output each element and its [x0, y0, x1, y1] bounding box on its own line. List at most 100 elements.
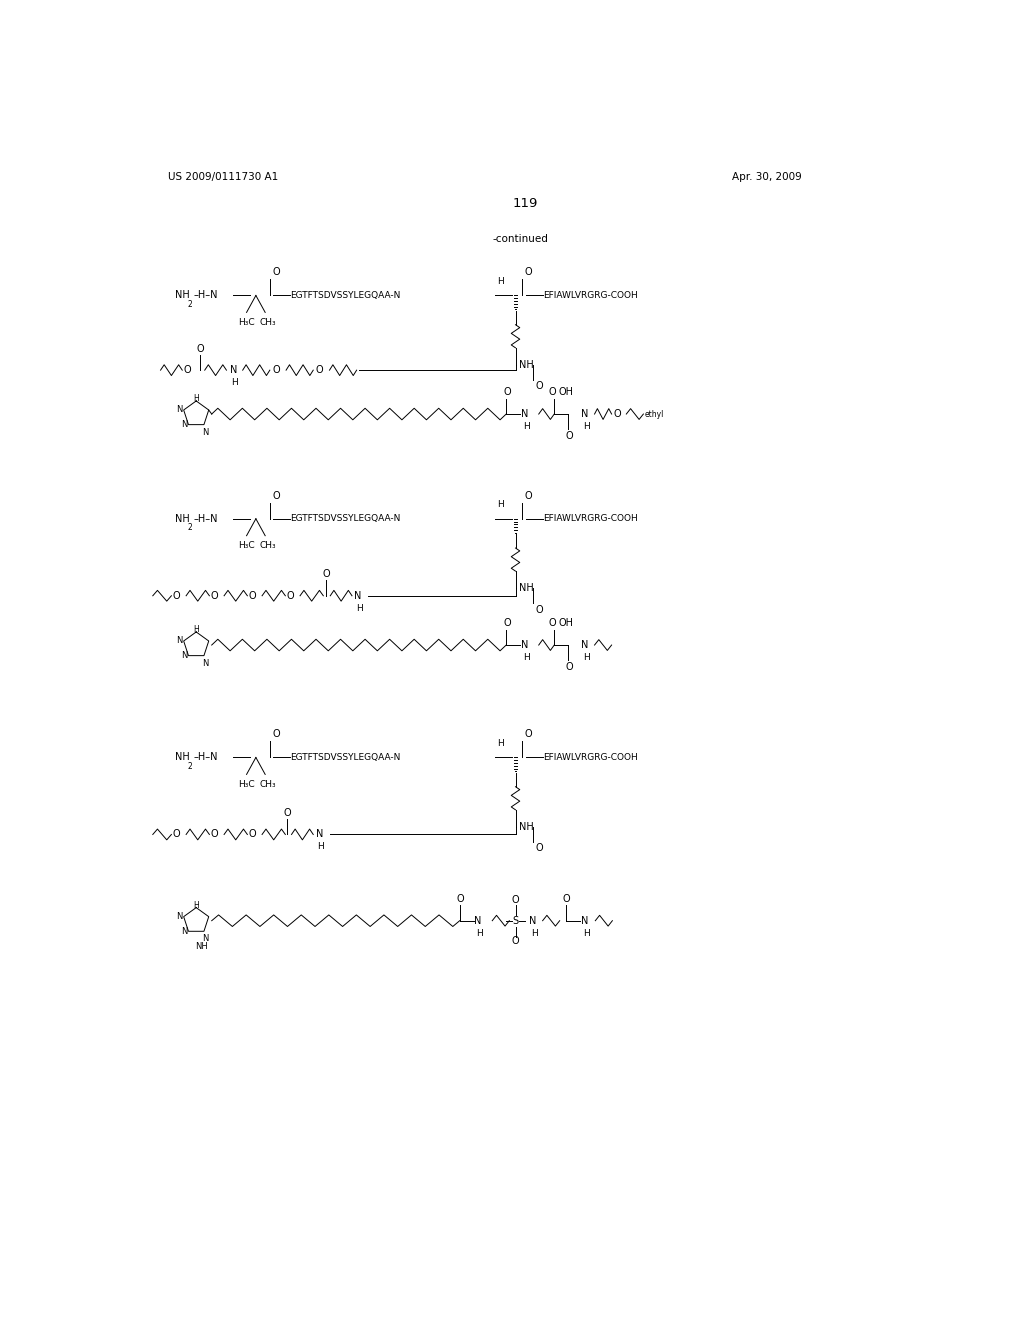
Text: N: N — [203, 659, 209, 668]
Text: H: H — [317, 842, 325, 851]
Text: H: H — [194, 626, 199, 634]
Text: N: N — [229, 366, 237, 375]
Text: H: H — [523, 422, 529, 430]
Text: O: O — [524, 268, 532, 277]
Text: EFIAWLVRGRG-COOH: EFIAWLVRGRG-COOH — [543, 752, 637, 762]
Text: O: O — [183, 366, 191, 375]
Text: NH: NH — [174, 752, 189, 763]
Text: N: N — [203, 935, 209, 944]
Text: NH: NH — [518, 822, 534, 832]
Text: N: N — [354, 591, 361, 601]
Text: EFIAWLVRGRG-COOH: EFIAWLVRGRG-COOH — [543, 290, 637, 300]
Text: N: N — [581, 916, 588, 925]
Text: NH: NH — [174, 513, 189, 524]
Text: 119: 119 — [512, 197, 538, 210]
Text: NH: NH — [518, 583, 534, 593]
Text: 2: 2 — [187, 762, 193, 771]
Text: O: O — [457, 894, 464, 904]
Text: H: H — [497, 739, 504, 748]
Text: O: O — [563, 894, 570, 904]
Text: ethyl: ethyl — [645, 409, 665, 418]
Text: H₃C: H₃C — [238, 780, 255, 789]
Text: N: N — [521, 409, 528, 418]
Text: O: O — [173, 829, 180, 840]
Text: H₃C: H₃C — [238, 318, 255, 327]
Text: 2: 2 — [187, 524, 193, 532]
Text: -continued: -continued — [493, 234, 548, 244]
Text: –H–N: –H–N — [194, 752, 218, 763]
Text: O: O — [272, 366, 280, 375]
Text: O: O — [323, 569, 330, 579]
Text: O: O — [315, 366, 324, 375]
Text: N: N — [203, 428, 209, 437]
Text: US 2009/0111730 A1: US 2009/0111730 A1 — [168, 172, 279, 182]
Text: H: H — [356, 603, 364, 612]
Text: 2: 2 — [187, 300, 193, 309]
Text: H: H — [231, 378, 239, 387]
Text: O: O — [249, 591, 257, 601]
Text: H: H — [583, 422, 590, 430]
Text: H: H — [523, 653, 529, 661]
Text: O: O — [503, 619, 511, 628]
Text: N: N — [474, 916, 482, 925]
Text: CH₃: CH₃ — [260, 780, 276, 789]
Text: N: N — [176, 405, 182, 414]
Text: EGTFTSDVSSYLEGQAA-N: EGTFTSDVSSYLEGQAA-N — [290, 752, 400, 762]
Text: N: N — [180, 651, 187, 660]
Text: O: O — [613, 409, 621, 418]
Text: O: O — [211, 591, 218, 601]
Text: O: O — [503, 388, 511, 397]
Text: CH₃: CH₃ — [260, 541, 276, 550]
Text: O: O — [272, 268, 280, 277]
Text: H: H — [476, 928, 483, 937]
Text: –H–N: –H–N — [194, 513, 218, 524]
Text: N: N — [180, 420, 187, 429]
Text: OH: OH — [558, 388, 573, 397]
Text: Apr. 30, 2009: Apr. 30, 2009 — [732, 172, 802, 182]
Text: O: O — [548, 388, 556, 397]
Text: H: H — [497, 277, 504, 286]
Text: O: O — [524, 730, 532, 739]
Text: S: S — [512, 916, 518, 925]
Text: H: H — [194, 900, 199, 909]
Text: H: H — [531, 928, 539, 937]
Text: –H–N: –H–N — [194, 290, 218, 301]
Text: O: O — [512, 895, 519, 906]
Text: N: N — [529, 916, 537, 925]
Text: O: O — [565, 430, 572, 441]
Text: H: H — [497, 500, 504, 510]
Text: O: O — [173, 591, 180, 601]
Text: O: O — [512, 936, 519, 946]
Text: EGTFTSDVSSYLEGQAA-N: EGTFTSDVSSYLEGQAA-N — [290, 515, 400, 523]
Text: N: N — [521, 640, 528, 649]
Text: CH₃: CH₃ — [260, 318, 276, 327]
Text: NH: NH — [195, 941, 208, 950]
Text: O: O — [211, 829, 218, 840]
Text: O: O — [536, 605, 544, 615]
Text: N: N — [176, 636, 182, 645]
Text: N: N — [582, 640, 589, 649]
Text: N: N — [315, 829, 323, 840]
Text: O: O — [548, 619, 556, 628]
Text: H: H — [583, 928, 590, 937]
Text: EFIAWLVRGRG-COOH: EFIAWLVRGRG-COOH — [543, 515, 637, 523]
Text: O: O — [249, 829, 257, 840]
Text: O: O — [197, 343, 205, 354]
Text: NH: NH — [174, 290, 189, 301]
Text: OH: OH — [558, 619, 573, 628]
Text: EGTFTSDVSSYLEGQAA-N: EGTFTSDVSSYLEGQAA-N — [290, 290, 400, 300]
Text: H: H — [194, 395, 199, 403]
Text: O: O — [272, 491, 280, 500]
Text: O: O — [284, 808, 292, 818]
Text: N: N — [176, 912, 182, 921]
Text: O: O — [536, 843, 544, 853]
Text: N: N — [582, 409, 589, 418]
Text: O: O — [524, 491, 532, 500]
Text: N: N — [180, 927, 187, 936]
Text: O: O — [565, 661, 572, 672]
Text: NH: NH — [518, 360, 534, 370]
Text: O: O — [272, 730, 280, 739]
Text: O: O — [287, 591, 295, 601]
Text: H: H — [583, 653, 590, 661]
Text: H₃C: H₃C — [238, 541, 255, 550]
